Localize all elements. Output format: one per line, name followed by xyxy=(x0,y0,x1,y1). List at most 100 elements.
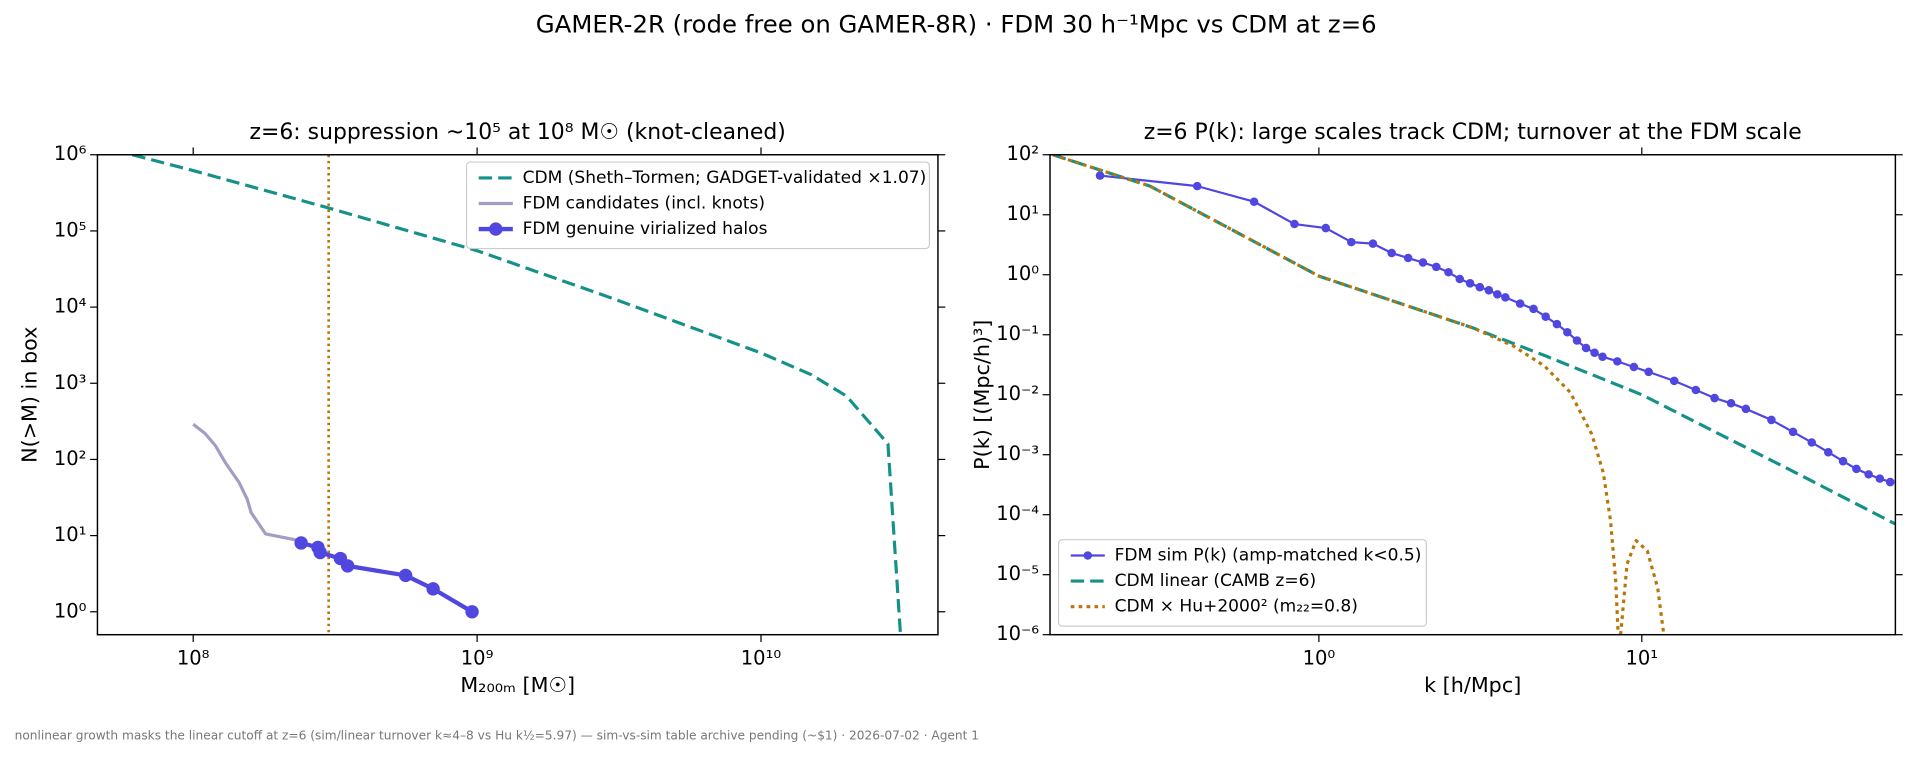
y-tick-label: 10⁻³ xyxy=(996,442,1039,465)
series-marker xyxy=(1432,262,1441,272)
legend-label: FDM genuine virialized halos xyxy=(523,219,768,239)
series-line xyxy=(1619,539,1666,635)
series-marker xyxy=(1852,464,1861,474)
series-marker xyxy=(1563,327,1572,337)
series-marker xyxy=(1824,447,1833,457)
series-marker xyxy=(1572,336,1582,345)
series-marker xyxy=(1387,248,1396,258)
plot-area xyxy=(131,154,903,635)
series-marker xyxy=(1465,279,1475,288)
series-marker xyxy=(1290,219,1299,229)
series-marker xyxy=(1515,299,1525,308)
series-marker xyxy=(1669,376,1679,386)
series-marker xyxy=(1710,393,1719,403)
series-marker xyxy=(1598,352,1607,361)
axes-title: z=6: suppression ~10⁵ at 10⁸ M☉ (knot-cl… xyxy=(250,120,786,145)
series-marker xyxy=(1493,290,1502,299)
series-marker xyxy=(1484,286,1494,295)
series-marker xyxy=(1192,181,1202,191)
y-tick-label: 10³ xyxy=(54,371,87,394)
x-tick-label: 10⁸ xyxy=(177,647,210,670)
series-marker xyxy=(1403,253,1413,263)
y-tick-label: 10⁵ xyxy=(54,218,87,241)
x-tick-label: 10⁹ xyxy=(461,647,494,670)
legend-box xyxy=(1057,539,1428,627)
y-tick-label: 10⁰ xyxy=(1006,262,1039,285)
series-marker xyxy=(1590,348,1599,358)
y-tick-label: 10² xyxy=(1006,142,1039,165)
series-marker xyxy=(1885,477,1895,487)
series-marker xyxy=(1418,258,1428,267)
plot-area xyxy=(1052,154,1896,635)
series-marker xyxy=(1691,385,1701,395)
series-marker xyxy=(1529,304,1538,314)
series-line xyxy=(1052,154,1620,635)
series-marker xyxy=(1788,427,1798,437)
y-tick-label: 10² xyxy=(54,447,87,470)
series-marker xyxy=(1838,456,1848,466)
figure-title: GAMER-2R (rode free on GAMER-8R) · FDM 3… xyxy=(536,10,1377,39)
y-tick-label: 10⁻⁶ xyxy=(996,622,1039,645)
legend-label: CDM linear (CAMB z=6) xyxy=(1115,571,1317,591)
y-tick-label: 10⁻² xyxy=(996,382,1039,405)
series-marker xyxy=(313,545,327,560)
series-marker xyxy=(340,559,355,573)
series-marker xyxy=(1455,274,1464,284)
axes-frame xyxy=(96,154,939,636)
y-tick-label: 10⁻⁴ xyxy=(996,502,1039,525)
axes-title: z=6 P(k): large scales track CDM; turnov… xyxy=(1144,120,1802,145)
y-tick-label: 10⁰ xyxy=(54,599,87,622)
series-marker xyxy=(1444,267,1453,277)
y-tick-label: 10¹ xyxy=(54,523,87,546)
legend-label: CDM × Hu+2000² (m₂₂=0.8) xyxy=(1115,597,1358,617)
series-marker xyxy=(1321,223,1330,233)
axes-frame xyxy=(1049,154,1897,636)
series-marker xyxy=(294,536,308,550)
series-marker xyxy=(1501,293,1510,302)
legend-label: CDM (Sheth–Tormen; GADGET-validated ×1.0… xyxy=(523,168,927,188)
series-marker xyxy=(1629,362,1639,372)
y-axis-label: N(>M) in box xyxy=(17,327,41,463)
series-marker xyxy=(426,582,440,596)
y-axis-label: P(k) [(Mpc/h)³] xyxy=(970,320,994,470)
series-marker xyxy=(1741,404,1751,414)
series-line xyxy=(192,422,302,543)
y-tick-label: 10⁴ xyxy=(54,295,87,318)
x-axis-label: k [h/Mpc] xyxy=(1424,673,1521,697)
series-marker xyxy=(1095,171,1105,180)
series-marker xyxy=(1475,282,1485,292)
series-marker xyxy=(1875,474,1885,483)
series-marker xyxy=(1613,357,1622,366)
series-marker xyxy=(398,568,413,583)
series-marker xyxy=(1368,239,1378,248)
y-tick-label: 10¹ xyxy=(1006,202,1039,225)
y-tick-label: 10⁻¹ xyxy=(996,322,1039,345)
legend-box xyxy=(465,161,931,250)
series-marker xyxy=(1807,438,1817,447)
series-marker xyxy=(1644,367,1653,377)
legend-label: FDM candidates (incl. knots) xyxy=(523,193,765,213)
y-tick-label: 10⁻⁵ xyxy=(996,562,1039,585)
series-marker xyxy=(1767,415,1776,425)
series-marker xyxy=(1726,399,1736,408)
series-marker xyxy=(1347,237,1356,247)
y-tick-label: 10⁶ xyxy=(54,142,87,165)
legend-label: FDM sim P(k) (amp-matched k<0.5) xyxy=(1115,546,1422,566)
legend-swatch xyxy=(489,222,503,236)
series-marker xyxy=(465,605,479,619)
series-marker xyxy=(1552,319,1562,329)
x-axis-label: M₂₀₀ₘ [M☉] xyxy=(460,673,575,697)
x-tick-label: 10¹⁰ xyxy=(741,647,782,670)
footer-note: nonlinear growth masks the linear cutoff… xyxy=(15,728,979,742)
series-line xyxy=(1052,154,1896,526)
series-marker xyxy=(1541,312,1550,321)
series-marker xyxy=(1249,197,1259,206)
x-tick-label: 10¹ xyxy=(1626,647,1659,670)
legend-swatch xyxy=(1083,551,1093,560)
series-marker xyxy=(1864,470,1873,479)
series-line xyxy=(131,154,903,635)
x-tick-label: 10⁰ xyxy=(1303,647,1336,670)
series-marker xyxy=(1581,343,1591,353)
